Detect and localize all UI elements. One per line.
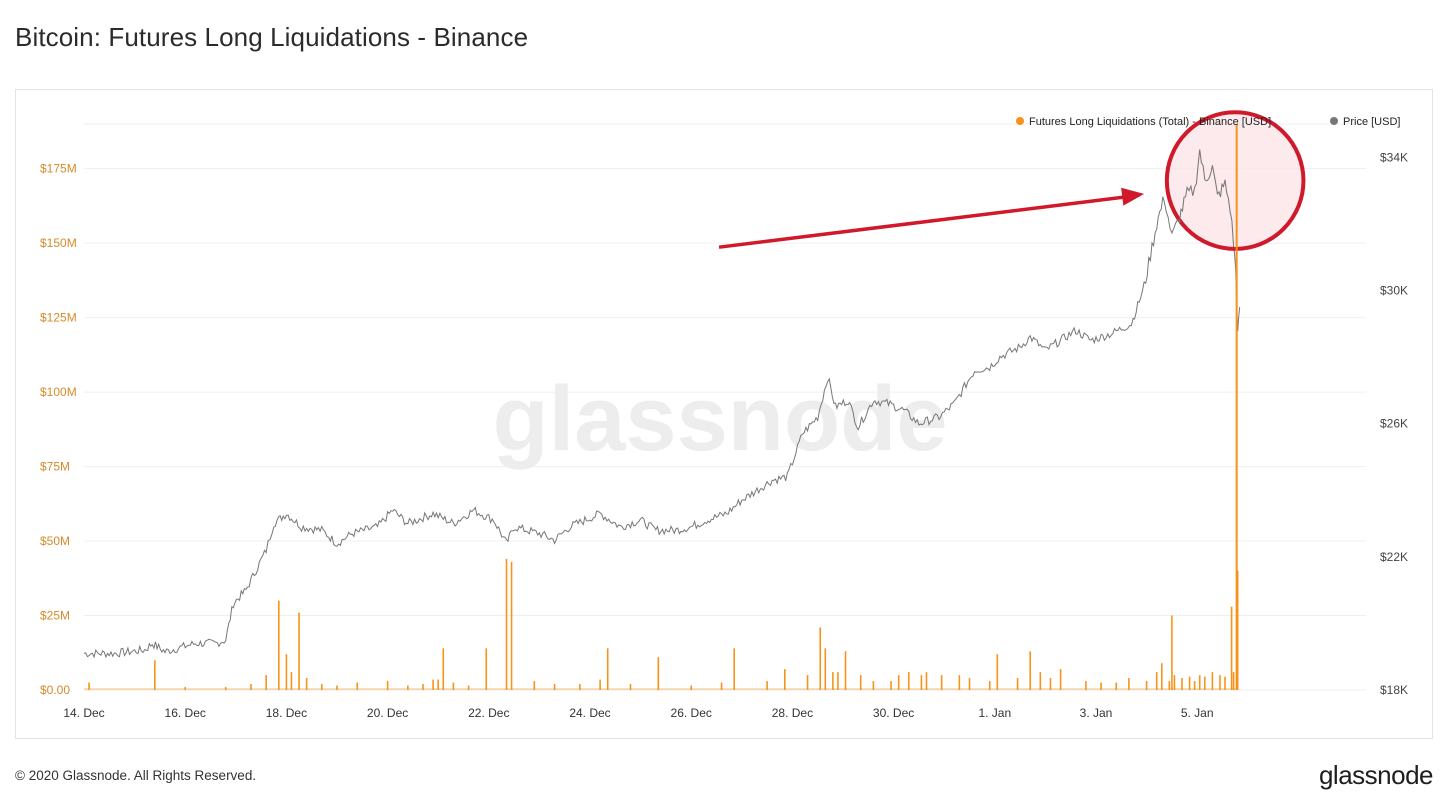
x-tick-label: 22. Dec: [468, 706, 509, 720]
y-right-tick-label: $34K: [1380, 150, 1408, 164]
legend-liquidations-label: Futures Long Liquidations (Total) - Bina…: [1029, 116, 1271, 128]
y-left-tick-label: $50M: [40, 534, 70, 548]
chart-panel: glassnode $0.00 $25M $50M $75M $100M $125M $15…: [15, 89, 1433, 739]
x-tick-label: 20. Dec: [367, 706, 408, 720]
x-tick-label: 18. Dec: [266, 706, 307, 720]
y-left-tick-label: $25M: [40, 609, 70, 623]
y-right-tick-label: $18K: [1380, 683, 1408, 697]
x-tick-label: 14. Dec: [63, 706, 104, 720]
y-right-axis: $18K $22K $26K $30K $34K: [1380, 150, 1408, 697]
y-left-tick-label: $150M: [40, 236, 77, 250]
x-tick-label: 3. Jan: [1080, 706, 1113, 720]
x-tick-label: 24. Dec: [569, 706, 610, 720]
legend-price-label: Price [USD]: [1343, 116, 1400, 128]
chart-svg: glassnode $0.00 $25M $50M $75M $100M $125M $15…: [40, 110, 1408, 720]
annotations: [718, 110, 1306, 690]
annotation-arrow-head: [1121, 187, 1145, 206]
legend: Futures Long Liquidations (Total) - Bina…: [1016, 116, 1400, 128]
glassnode-logo: glassnode: [1318, 760, 1434, 790]
y-left-tick-label: $175M: [40, 162, 77, 176]
price-line: [83, 149, 1241, 659]
legend-liquidations-dot: [1016, 117, 1024, 125]
price-line-segment: [1177, 149, 1235, 247]
highlight-circle: [1164, 110, 1306, 251]
x-tick-label: 5. Jan: [1181, 706, 1214, 720]
y-left-axis: $0.00 $25M $50M $75M $100M $125M $150M $175M: [40, 162, 77, 697]
y-left-tick-label: $0.00: [40, 683, 70, 697]
y-right-tick-label: $30K: [1380, 283, 1408, 297]
x-tick-label: 16. Dec: [165, 706, 206, 720]
y-right-tick-label: $26K: [1380, 417, 1408, 431]
grid-lines: [84, 123, 1366, 691]
legend-price-dot: [1330, 117, 1338, 125]
x-tick-label: 30. Dec: [873, 706, 914, 720]
copyright-footer: © 2020 Glassnode. All Rights Reserved.: [15, 768, 257, 783]
y-left-tick-label: $100M: [40, 385, 77, 399]
price-line-overlay: [1177, 124, 1238, 690]
x-tick-label: 26. Dec: [671, 706, 712, 720]
page-title: Bitcoin: Futures Long Liquidations - Bin…: [15, 22, 529, 52]
watermark: glassnode: [492, 368, 947, 470]
x-tick-label: 1. Jan: [978, 706, 1011, 720]
price-series: [83, 149, 1241, 659]
x-tick-label: 28. Dec: [772, 706, 813, 720]
annotation-arrow-shaft: [718, 194, 1131, 249]
y-right-tick-label: $22K: [1380, 550, 1408, 564]
x-axis: 14. Dec 16. Dec 18. Dec 20. Dec 22. Dec 24. D…: [63, 706, 1213, 720]
y-left-tick-label: $125M: [40, 311, 77, 325]
y-left-tick-label: $75M: [40, 460, 70, 474]
